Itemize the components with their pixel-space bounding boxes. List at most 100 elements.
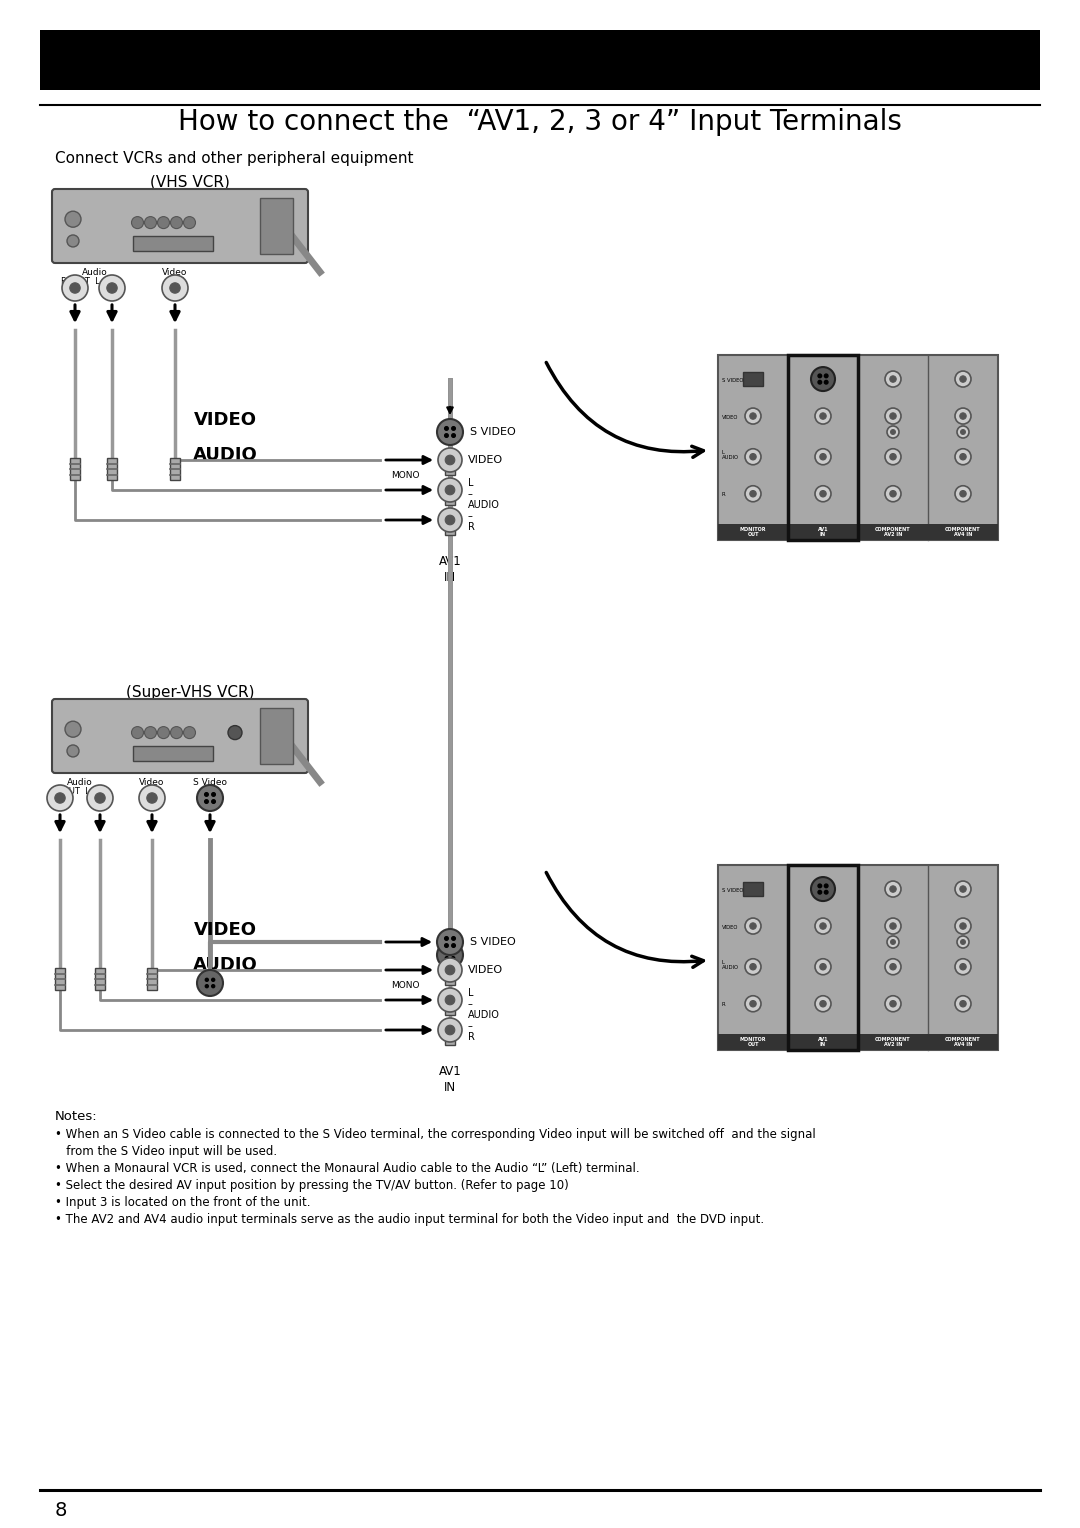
Text: MONO: MONO [391, 471, 419, 480]
Circle shape [87, 785, 113, 811]
Circle shape [158, 727, 170, 738]
Circle shape [957, 937, 969, 947]
Text: Video: Video [139, 778, 164, 787]
Circle shape [212, 978, 215, 981]
Circle shape [960, 1001, 967, 1007]
Circle shape [815, 486, 831, 501]
Circle shape [451, 944, 456, 947]
Text: L
–
AUDIO
–
R: L – AUDIO – R [468, 987, 500, 1042]
Bar [788, 354, 858, 539]
Circle shape [750, 454, 756, 460]
Bar [260, 707, 293, 764]
Text: R  OUT  L: R OUT L [60, 277, 99, 286]
Circle shape [451, 950, 455, 953]
Bar [788, 865, 858, 1050]
Bar [445, 1024, 455, 1045]
Circle shape [955, 408, 971, 425]
Circle shape [158, 217, 170, 229]
Circle shape [960, 886, 967, 892]
Bar [260, 199, 293, 254]
Circle shape [890, 413, 896, 419]
Circle shape [132, 727, 144, 738]
Circle shape [818, 891, 822, 894]
Circle shape [170, 283, 180, 293]
Circle shape [445, 434, 448, 437]
Circle shape [55, 793, 65, 804]
Bar [40, 31, 1040, 90]
Bar [133, 746, 213, 761]
Circle shape [885, 408, 901, 425]
Circle shape [437, 929, 463, 955]
Circle shape [205, 793, 208, 796]
Circle shape [960, 490, 967, 497]
Circle shape [745, 918, 761, 934]
Circle shape [890, 454, 896, 460]
Circle shape [955, 918, 971, 934]
Bar [95, 969, 105, 990]
Bar [107, 458, 117, 480]
Circle shape [205, 978, 208, 981]
Text: • The AV2 and AV4 audio input terminals serve as the audio input terminal for bo: • The AV2 and AV4 audio input terminals … [55, 1213, 765, 1225]
Circle shape [891, 940, 895, 944]
Circle shape [960, 376, 967, 382]
Circle shape [67, 235, 79, 248]
Circle shape [960, 429, 966, 434]
Circle shape [885, 918, 901, 934]
Text: COMPONENT
AV2 IN: COMPONENT AV2 IN [875, 1038, 910, 1047]
Text: MONO: MONO [391, 981, 419, 990]
Bar [743, 882, 762, 895]
Circle shape [955, 996, 971, 1012]
Circle shape [48, 785, 73, 811]
Text: R: R [723, 1002, 726, 1007]
Circle shape [451, 957, 455, 960]
Circle shape [818, 885, 822, 888]
Circle shape [145, 217, 157, 229]
FancyBboxPatch shape [52, 189, 308, 263]
Circle shape [451, 426, 456, 431]
Circle shape [815, 918, 831, 934]
Circle shape [957, 426, 969, 439]
Circle shape [885, 371, 901, 387]
Text: VIDEO: VIDEO [468, 966, 503, 975]
Circle shape [147, 793, 158, 804]
Circle shape [212, 799, 215, 804]
Text: • Input 3 is located on the front of the unit.: • Input 3 is located on the front of the… [55, 1196, 311, 1209]
Text: VIDEO: VIDEO [193, 411, 257, 429]
Bar [445, 452, 455, 475]
Text: OUT: OUT [166, 277, 184, 286]
Circle shape [820, 923, 826, 929]
Circle shape [171, 727, 183, 738]
Circle shape [438, 478, 462, 503]
Circle shape [132, 217, 144, 229]
Circle shape [438, 507, 462, 532]
Circle shape [445, 966, 455, 975]
Text: Audio: Audio [67, 778, 93, 787]
Circle shape [750, 413, 756, 419]
Circle shape [820, 964, 826, 970]
Circle shape [885, 449, 901, 465]
Circle shape [885, 996, 901, 1012]
Circle shape [815, 996, 831, 1012]
Text: S VIDEO: S VIDEO [470, 426, 516, 437]
Text: MONITOR
OUT: MONITOR OUT [740, 527, 766, 536]
Text: • When a Monaural VCR is used, connect the Monaural Audio cable to the Audio “L”: • When a Monaural VCR is used, connect t… [55, 1161, 639, 1175]
Text: S VIDEO: S VIDEO [723, 888, 743, 892]
Bar [718, 865, 998, 1050]
Text: S VIDEO: S VIDEO [470, 937, 516, 947]
Text: (VHS VCR): (VHS VCR) [150, 174, 230, 189]
Circle shape [890, 376, 896, 382]
Circle shape [890, 923, 896, 929]
Circle shape [445, 950, 448, 953]
Bar [445, 483, 455, 504]
Text: S Video: S Video [193, 778, 227, 787]
Text: VIDEO: VIDEO [723, 924, 739, 929]
Bar [445, 513, 455, 535]
Circle shape [745, 958, 761, 975]
Circle shape [445, 455, 455, 465]
Text: OUT: OUT [201, 787, 219, 796]
Text: Video: Video [162, 267, 188, 277]
Bar [743, 371, 762, 387]
Text: (Super-VHS VCR): (Super-VHS VCR) [125, 685, 254, 700]
Circle shape [445, 1025, 455, 1034]
Circle shape [145, 727, 157, 738]
